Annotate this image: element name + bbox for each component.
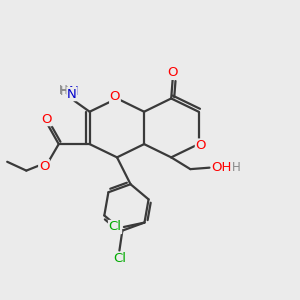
Text: O: O	[167, 66, 178, 80]
Text: N: N	[67, 88, 77, 100]
Text: O: O	[110, 91, 120, 103]
Text: N: N	[69, 85, 78, 98]
Text: H: H	[232, 161, 240, 174]
Text: Cl: Cl	[109, 220, 122, 233]
Text: Cl: Cl	[113, 252, 126, 266]
Text: H: H	[60, 85, 69, 98]
Text: OH: OH	[212, 161, 232, 174]
Text: H: H	[59, 84, 68, 97]
Text: O: O	[195, 139, 206, 152]
Text: O: O	[39, 160, 49, 173]
Text: O: O	[42, 112, 52, 126]
